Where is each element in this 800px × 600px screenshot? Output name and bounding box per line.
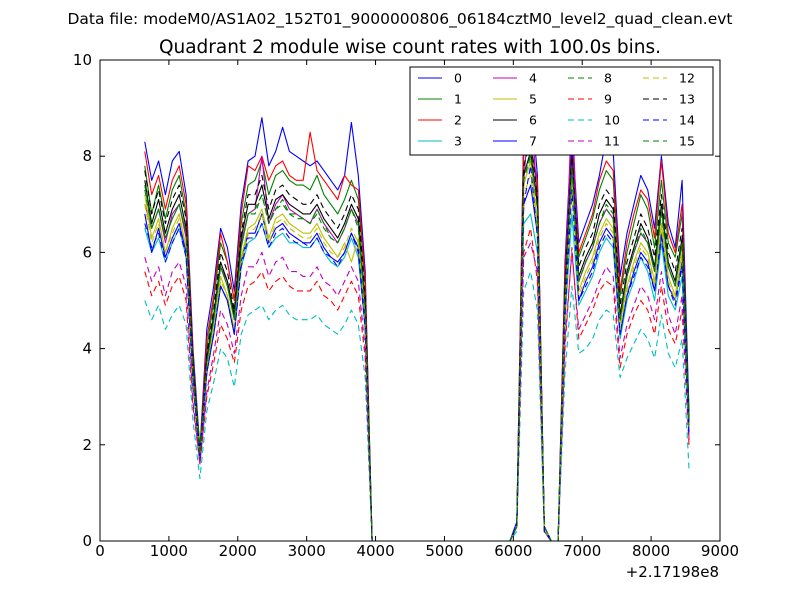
legend-label-9: 9 — [604, 92, 612, 107]
legend-label-5: 5 — [529, 92, 537, 107]
series-line-15 — [144, 155, 690, 541]
series-line-3 — [144, 213, 690, 541]
legend-label-14: 14 — [679, 113, 695, 128]
legend-label-4: 4 — [529, 71, 537, 86]
y-tick-label: 8 — [82, 147, 92, 165]
legend-label-11: 11 — [604, 134, 620, 149]
x-tick-label: 5000 — [425, 542, 463, 560]
y-tick-label: 6 — [82, 243, 92, 261]
x-tick-label: 4000 — [356, 542, 394, 560]
x-tick-label: 3000 — [288, 542, 326, 560]
series-line-14 — [144, 165, 690, 541]
x-tick-label: 0 — [95, 542, 105, 560]
legend-label-8: 8 — [604, 71, 612, 86]
legend-label-2: 2 — [454, 113, 462, 128]
legend-label-0: 0 — [454, 71, 462, 86]
chart-title: Quadrant 2 module wise count rates with … — [159, 37, 661, 58]
series-layer — [144, 93, 690, 541]
legend-label-13: 13 — [679, 92, 695, 107]
series-line-4 — [144, 97, 690, 541]
x-tick-label: 6000 — [494, 542, 532, 560]
x-offset-label: +2.17198e8 — [626, 563, 719, 581]
series-line-0 — [144, 93, 690, 541]
legend-label-6: 6 — [529, 113, 537, 128]
legend-label-7: 7 — [529, 134, 537, 149]
series-line-11 — [144, 242, 690, 541]
legend-label-10: 10 — [604, 113, 620, 128]
y-tick-label: 2 — [82, 436, 92, 454]
series-line-12 — [144, 174, 690, 541]
legend-label-12: 12 — [679, 71, 695, 86]
series-line-10 — [144, 271, 690, 541]
y-tick-label: 4 — [82, 340, 92, 358]
legend-label-15: 15 — [679, 134, 695, 149]
y-tick-label: 10 — [73, 51, 92, 69]
chart-suptitle: Data file: modeM0/AS1A02_152T01_90000008… — [67, 10, 732, 29]
series-line-9 — [144, 227, 690, 541]
x-tick-label: 9000 — [701, 542, 739, 560]
series-line-8 — [144, 155, 690, 541]
y-tick-label: 0 — [82, 532, 92, 550]
plot-frame — [99, 59, 721, 542]
x-tick-label: 1000 — [150, 542, 188, 560]
legend-box — [409, 66, 714, 156]
series-line-13 — [144, 141, 690, 541]
x-axis: 0 1000 2000 3000 4000 5000 6000 7000 8000 9000 — [95, 60, 739, 560]
x-tick-label: 7000 — [563, 542, 601, 560]
legend-label-3: 3 — [454, 134, 462, 149]
series-line-2 — [144, 131, 690, 541]
x-tick-label: 8000 — [632, 542, 670, 560]
x-tick-label: 2000 — [219, 542, 257, 560]
legend-label-1: 1 — [454, 92, 462, 107]
series-line-5 — [144, 160, 690, 541]
